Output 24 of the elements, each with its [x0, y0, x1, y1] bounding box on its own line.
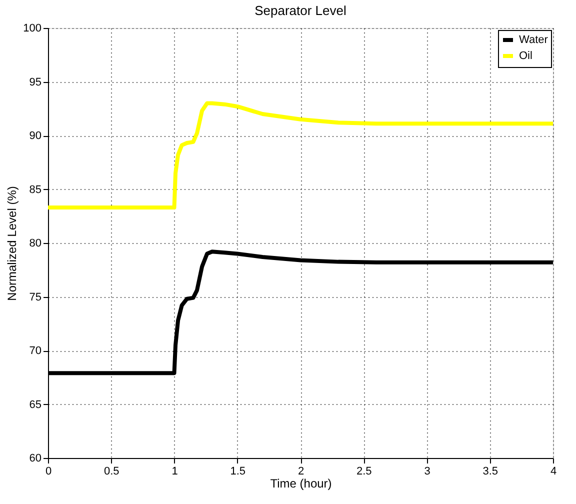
x-tick-label: 0.5 — [104, 466, 120, 478]
y-tick-label: 65 — [29, 398, 42, 411]
x-tick-label: 4 — [550, 466, 557, 478]
x-tick-label: 2 — [298, 466, 304, 478]
y-tick-label: 95 — [29, 76, 42, 88]
y-tick-label: 70 — [29, 345, 42, 357]
y-tick-label: 80 — [29, 238, 42, 250]
chart-title: Separator Level — [254, 3, 346, 18]
y-tick-label: 90 — [29, 130, 42, 142]
x-tick-label: 3 — [424, 466, 430, 478]
x-tick-label: 0 — [45, 466, 52, 478]
x-tick-label: 3.5 — [482, 466, 498, 478]
y-tick-label: 60 — [29, 452, 42, 464]
legend-label: Water — [519, 34, 548, 46]
x-tick-label: 1 — [172, 466, 178, 478]
y-axis-title: Normalized Level (%) — [5, 186, 20, 301]
legend-label: Oil — [519, 50, 532, 62]
x-tick-label: 1.5 — [230, 466, 246, 478]
y-tick-label: 85 — [29, 184, 42, 196]
y-tick-label: 75 — [29, 291, 42, 304]
line-series — [46, 101, 555, 210]
x-tick-label: 2.5 — [356, 466, 372, 478]
x-axis-title: Time (hour) — [270, 476, 332, 490]
y-tick-label: 100 — [23, 22, 42, 34]
